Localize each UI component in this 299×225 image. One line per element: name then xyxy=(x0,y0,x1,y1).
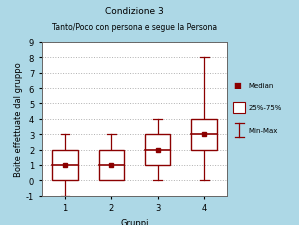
Text: Tanto/Poco con persona e segue la Persona: Tanto/Poco con persona e segue la Person… xyxy=(52,22,217,32)
Bar xyxy=(191,119,217,150)
X-axis label: Gruppi: Gruppi xyxy=(120,218,149,225)
Bar xyxy=(145,135,170,165)
Text: Median: Median xyxy=(248,83,274,88)
Text: Min-Max: Min-Max xyxy=(248,128,277,133)
Bar xyxy=(52,150,78,180)
Text: 25%-75%: 25%-75% xyxy=(248,105,282,111)
Bar xyxy=(99,150,124,180)
Y-axis label: Boite effettuate dal gruppo: Boite effettuate dal gruppo xyxy=(14,62,23,176)
Text: ■: ■ xyxy=(233,81,241,90)
Text: Condizione 3: Condizione 3 xyxy=(105,7,164,16)
